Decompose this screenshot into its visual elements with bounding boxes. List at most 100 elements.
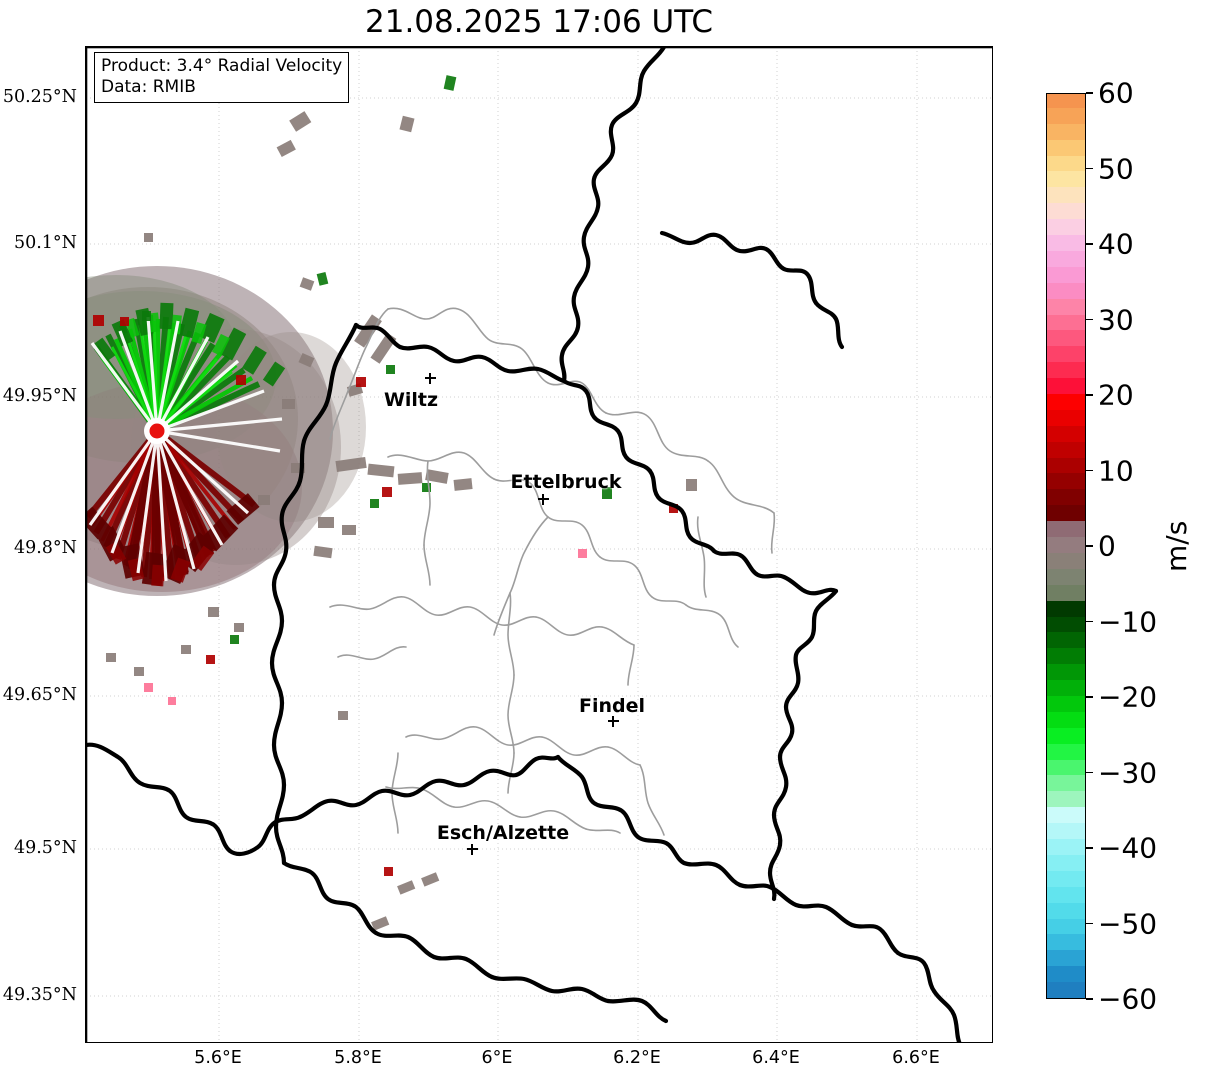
colorbar-band <box>1047 949 1085 967</box>
colorbar-band <box>1047 281 1085 299</box>
colorbar-band <box>1047 361 1085 379</box>
y-tick-label: 50.1°N <box>13 233 77 253</box>
colorbar-band <box>1047 202 1085 220</box>
x-tick-label: 6.4°E <box>752 1048 800 1068</box>
colorbar-band <box>1047 742 1085 760</box>
y-tick-label: 49.95°N <box>2 386 77 406</box>
colorbar-band <box>1047 472 1085 490</box>
colorbar-tick <box>1086 243 1093 245</box>
colorbar-tick <box>1086 92 1093 94</box>
colorbar-tick <box>1086 620 1093 623</box>
colorbar-band <box>1047 854 1085 871</box>
colorbar-band <box>1047 631 1085 649</box>
colorbar-band <box>1047 266 1085 283</box>
colorbar-band <box>1047 329 1085 347</box>
colorbar-tick-label: 40 <box>1098 227 1134 261</box>
colorbar-band <box>1047 250 1085 267</box>
x-axis-tick-labels: 5.6°E 5.8°E 6°E 6.2°E 6.4°E 6.6°E <box>0 1048 1207 1078</box>
page-title: 21.08.2025 17:06 UTC <box>365 4 713 40</box>
city-label-esch-alzette: Esch/Alzette <box>436 822 570 844</box>
y-tick-label: 49.35°N <box>2 985 77 1005</box>
colorbar-band <box>1047 440 1085 458</box>
colorbar-gradient <box>1046 93 1086 999</box>
x-tick-label: 5.8°E <box>334 1048 382 1068</box>
colorbar-band <box>1047 679 1085 696</box>
colorbar-band <box>1047 838 1085 855</box>
info-product-line: Product: 3.4° Radial Velocity <box>101 56 343 76</box>
colorbar-tick-label: −60 <box>1098 982 1158 1016</box>
map-canvas <box>86 47 992 1042</box>
colorbar-band <box>1047 774 1085 792</box>
colorbar-tick <box>1086 469 1093 472</box>
colorbar-band <box>1047 917 1085 935</box>
colorbar-band <box>1047 727 1085 744</box>
y-tick-label: 49.65°N <box>2 685 77 705</box>
colorbar-band <box>1047 393 1085 410</box>
y-tick-label: 49.8°N <box>13 538 77 558</box>
colorbar-tick-label: 60 <box>1098 76 1134 110</box>
colorbar-band <box>1047 552 1085 569</box>
colorbar-tick <box>1086 771 1093 774</box>
clutter-cells-pink <box>144 549 587 705</box>
colorbar-tick-label: −50 <box>1098 907 1158 940</box>
colorbar-band <box>1047 170 1085 188</box>
colorbar-band <box>1047 377 1085 394</box>
negative-velocity-spokes <box>92 302 286 434</box>
colorbar-band <box>1047 806 1085 824</box>
colorbar-band <box>1047 409 1085 426</box>
x-tick-label: 6.2°E <box>613 1048 661 1068</box>
x-tick-label: 6°E <box>481 1048 513 1068</box>
colorbar-tick-label: 10 <box>1098 454 1134 487</box>
colorbar-tick <box>1086 847 1093 849</box>
colorbar-tick-label: −30 <box>1098 756 1158 789</box>
colorbar-band <box>1047 107 1085 124</box>
colorbar-band <box>1047 901 1085 919</box>
colorbar-tick-label: −40 <box>1098 831 1158 865</box>
colorbar-band <box>1047 599 1085 617</box>
y-tick-label: 49.5°N <box>13 838 77 858</box>
colorbar-band <box>1047 123 1085 140</box>
clutter-cells-green <box>142 75 612 644</box>
y-tick-label: 50.25°N <box>2 87 77 107</box>
colorbar-band <box>1047 568 1085 585</box>
data-void-spokes <box>88 316 283 582</box>
info-data-line: Data: RMIB <box>101 77 196 97</box>
colorbar-band <box>1047 218 1085 236</box>
colorbar-tick-label: 0 <box>1098 529 1116 563</box>
colorbar-band <box>1047 504 1085 522</box>
colorbar-axis-title: m/s <box>1160 520 1193 572</box>
colorbar-tick-label: 20 <box>1098 378 1134 412</box>
colorbar-tick <box>1086 318 1093 321</box>
y-axis-tick-labels: 50.25°N 50.1°N 49.95°N 49.8°N 49.65°N 49… <box>0 0 77 1081</box>
colorbar-tick <box>1086 167 1093 170</box>
x-tick-label: 6.6°E <box>892 1048 940 1068</box>
colorbar-band <box>1047 313 1085 331</box>
clutter-cells-red <box>93 315 678 876</box>
colorbar-band <box>1047 234 1085 251</box>
colorbar-band <box>1047 94 1085 108</box>
map-plot-area[interactable]: Wiltz Ettelbruck Findel Esch/Alzette Pro… <box>85 46 993 1043</box>
colorbar-band <box>1047 154 1085 172</box>
colorbar-band <box>1047 647 1085 665</box>
colorbar-band <box>1047 488 1085 506</box>
colorbar-tick-label: −20 <box>1098 680 1158 714</box>
colorbar-band <box>1047 870 1085 887</box>
colorbar-band <box>1047 520 1085 538</box>
radar-echo-field <box>86 75 697 931</box>
colorbar-band <box>1047 790 1085 808</box>
city-label-findel: Findel <box>578 695 646 717</box>
colorbar-band <box>1047 615 1085 633</box>
colorbar-band <box>1047 885 1085 903</box>
colorbar-tick <box>1086 696 1093 698</box>
colorbar-band <box>1047 456 1085 474</box>
colorbar-band <box>1047 758 1085 776</box>
colorbar-band <box>1047 186 1085 204</box>
radar-site-marker[interactable] <box>149 423 165 439</box>
x-tick-label: 5.6°E <box>194 1048 242 1068</box>
colorbar-band <box>1047 663 1085 681</box>
colorbar[interactable]: −60 −50 −40 −30 −20 −10 0 10 20 30 40 50 60 <box>1046 77 1157 1016</box>
colorbar-band <box>1047 695 1085 712</box>
colorbar-band <box>1047 965 1085 983</box>
colorbar-band <box>1047 297 1085 315</box>
